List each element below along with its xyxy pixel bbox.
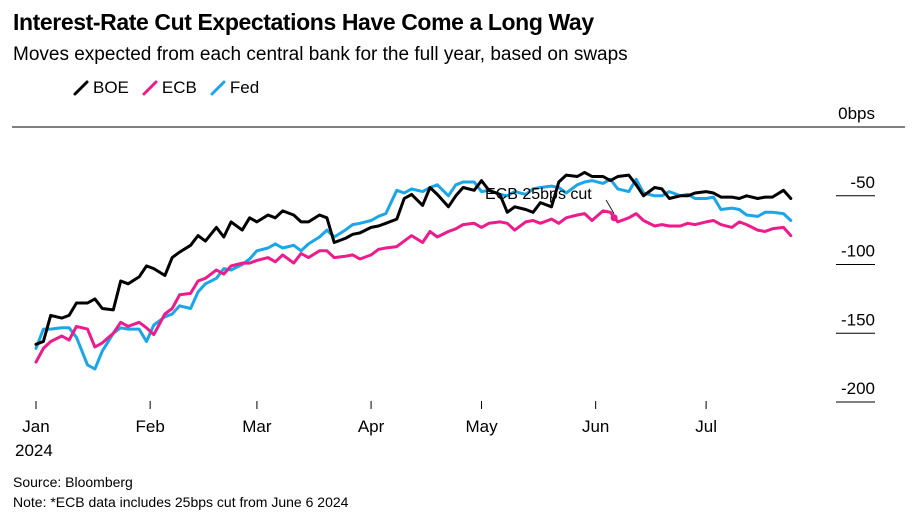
chart-subtitle: Moves expected from each central bank fo… <box>13 44 628 65</box>
legend-item-ecb: ECB <box>141 78 197 98</box>
note-text: Note: *ECB data includes 25bps cut from … <box>13 494 349 510</box>
legend-label-boe: BOE <box>93 78 129 97</box>
y-tick-label: -100 <box>841 242 875 261</box>
series-line-fed <box>34 177 793 371</box>
chart-title: Interest-Rate Cut Expectations Have Come… <box>13 9 594 35</box>
x-tick-label: Mar <box>242 417 272 436</box>
annotation-label: ECB 25bps cut <box>485 186 592 203</box>
y-tick-label: 0bps <box>838 104 875 123</box>
legend-label-ecb: ECB <box>161 78 197 97</box>
legend-swatch-fed <box>210 80 226 96</box>
y-tick-label: -200 <box>841 379 875 398</box>
y-tick-label: -150 <box>841 310 875 329</box>
legend-item-fed: Fed <box>209 78 259 98</box>
y-tick-label: -50 <box>850 173 875 192</box>
x-tick-label: Jul <box>695 417 717 436</box>
x-tick-year-label: 2024 <box>15 441 53 460</box>
legend-label-fed: Fed <box>229 78 260 97</box>
source-text: Source: Bloomberg <box>13 474 133 490</box>
legend-swatch-ecb <box>142 80 158 96</box>
annotation-leader <box>605 199 615 214</box>
legend: BOE ECB Fed <box>72 76 271 100</box>
x-tick-label: Feb <box>135 417 164 436</box>
x-tick-label: Apr <box>358 417 385 436</box>
x-tick-label: May <box>465 417 498 436</box>
legend-swatch-boe <box>73 80 89 96</box>
x-tick-label: Jan <box>22 417 49 436</box>
annotation-marker <box>610 214 618 222</box>
legend-item-boe: BOE <box>72 78 129 98</box>
series-line-boe <box>34 170 793 346</box>
series-line-ecb <box>34 209 793 364</box>
x-tick-label: Jun <box>582 417 609 436</box>
